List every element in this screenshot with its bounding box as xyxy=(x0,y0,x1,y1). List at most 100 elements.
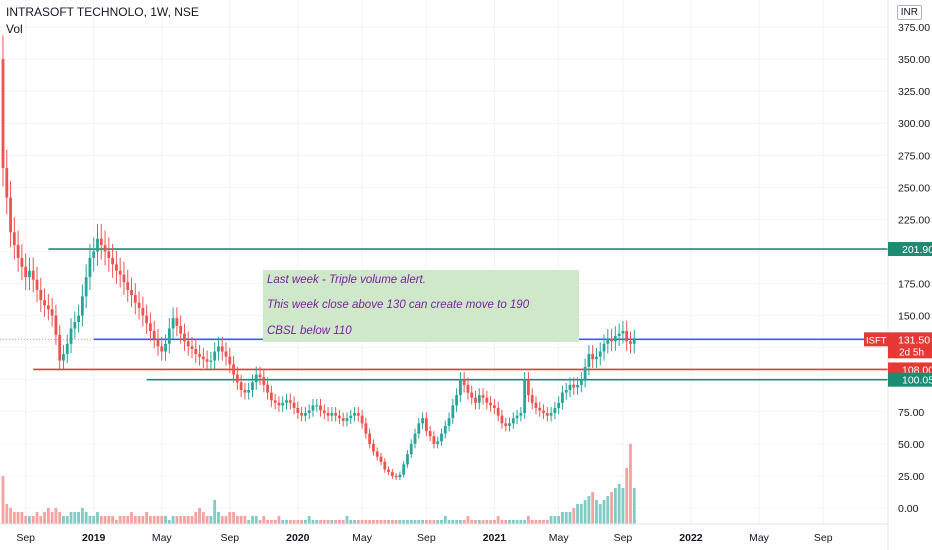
candle-body xyxy=(587,354,591,367)
y-tick-label: 175.00 xyxy=(898,279,930,291)
candle-body xyxy=(545,413,549,416)
candle-body xyxy=(625,330,629,342)
volume-bar xyxy=(235,516,239,524)
time-axis[interactable]: Sep 2019 May Sep 2020 May Sep 2021 May Sep 2022 May… xyxy=(0,523,888,544)
candle-body xyxy=(126,282,130,290)
candle-body xyxy=(198,354,201,357)
candle-body xyxy=(629,341,632,344)
candle-body xyxy=(77,315,80,323)
volume-bar xyxy=(402,520,406,524)
volume-bar xyxy=(315,520,319,524)
price-axis[interactable]: 375.00 350.00 325.00 300.00 275.00 250.00 225.… xyxy=(887,0,930,550)
volume-bar xyxy=(183,516,186,524)
volume-bar xyxy=(194,512,198,524)
volume-label: Vol xyxy=(6,22,23,36)
volume-bar xyxy=(629,444,632,524)
volume-bar xyxy=(440,520,443,524)
candle-body xyxy=(28,270,31,278)
volume-bar xyxy=(209,516,213,524)
candle-body xyxy=(133,295,137,303)
last-price-text: 131.50 xyxy=(898,334,930,346)
volume-bar xyxy=(432,520,436,524)
candle-body xyxy=(99,238,103,246)
volume-bar xyxy=(156,516,160,524)
volume-bar xyxy=(58,512,62,524)
candle-body xyxy=(186,341,190,347)
volume-bar xyxy=(258,520,262,524)
volume-bar xyxy=(96,512,99,524)
candle-body xyxy=(107,251,111,258)
candle-body xyxy=(598,351,602,357)
candle-body xyxy=(307,410,311,414)
candle-body xyxy=(553,407,557,414)
candle-body xyxy=(179,325,183,334)
candle-body xyxy=(349,415,353,419)
volume-bar xyxy=(458,520,462,524)
candle-body xyxy=(534,402,538,408)
volume-bar xyxy=(613,488,617,524)
x-tick-label: May xyxy=(152,532,173,544)
candle-body xyxy=(632,339,636,344)
volume-bar xyxy=(368,520,372,524)
candle-body xyxy=(171,318,175,329)
volume-bar xyxy=(296,520,300,524)
candle-body xyxy=(315,405,319,407)
candle-body xyxy=(31,270,35,280)
candle-body xyxy=(519,413,523,416)
volume-bar xyxy=(617,484,621,524)
volume-bar xyxy=(175,516,179,524)
volume-bar xyxy=(243,516,247,524)
y-tick-label: 25.00 xyxy=(898,471,924,483)
volume-bar xyxy=(186,516,190,524)
volume-bar xyxy=(228,512,232,524)
volume-bar xyxy=(534,520,538,524)
candle-body xyxy=(292,402,296,408)
volume-bar xyxy=(406,520,409,524)
candle-body xyxy=(504,423,508,426)
volume-bar xyxy=(201,512,205,524)
volume-bar xyxy=(277,516,281,524)
candle-body xyxy=(489,402,493,406)
candle-body xyxy=(576,384,579,388)
candle-body xyxy=(281,402,285,406)
candle-body xyxy=(183,333,186,342)
candle-body xyxy=(368,433,372,444)
volume-bar xyxy=(69,512,73,524)
volume-bar xyxy=(92,516,96,524)
candle-body xyxy=(564,389,568,393)
candlesticks xyxy=(1,35,636,481)
volume-bar xyxy=(579,504,583,524)
currency-badge[interactable]: INR xyxy=(896,5,922,20)
candle-body xyxy=(46,305,50,310)
candle-body xyxy=(432,436,436,444)
candle-body xyxy=(167,328,171,344)
volume-bar xyxy=(16,512,20,524)
volume-bar xyxy=(273,520,277,524)
volume-bar xyxy=(160,516,164,524)
candle-body xyxy=(443,425,447,434)
candle-body xyxy=(364,423,368,434)
annotation-box[interactable]: Last week - Triple volume alert. This we… xyxy=(263,270,579,342)
last-price-box xyxy=(888,332,932,359)
x-tick-label: 2019 xyxy=(82,532,106,544)
volume-bar xyxy=(111,516,115,524)
candle-body xyxy=(606,338,610,344)
volume-bar xyxy=(621,488,625,524)
volume-bar xyxy=(338,520,341,524)
candle-body xyxy=(334,413,338,416)
candle-body xyxy=(360,415,364,424)
y-tick-label: 225.00 xyxy=(898,214,930,226)
x-tick-label: Sep xyxy=(220,532,239,544)
volume-bar xyxy=(224,516,228,524)
candle-body xyxy=(493,405,496,408)
volume-bar xyxy=(65,516,69,524)
candle-body xyxy=(390,472,394,476)
volume-bar xyxy=(322,520,326,524)
candle-body xyxy=(394,475,398,478)
volume-bar xyxy=(485,520,489,524)
candle-body xyxy=(549,413,553,416)
candle-body xyxy=(296,407,300,414)
candle-body xyxy=(243,389,247,393)
candle-body xyxy=(455,395,458,406)
